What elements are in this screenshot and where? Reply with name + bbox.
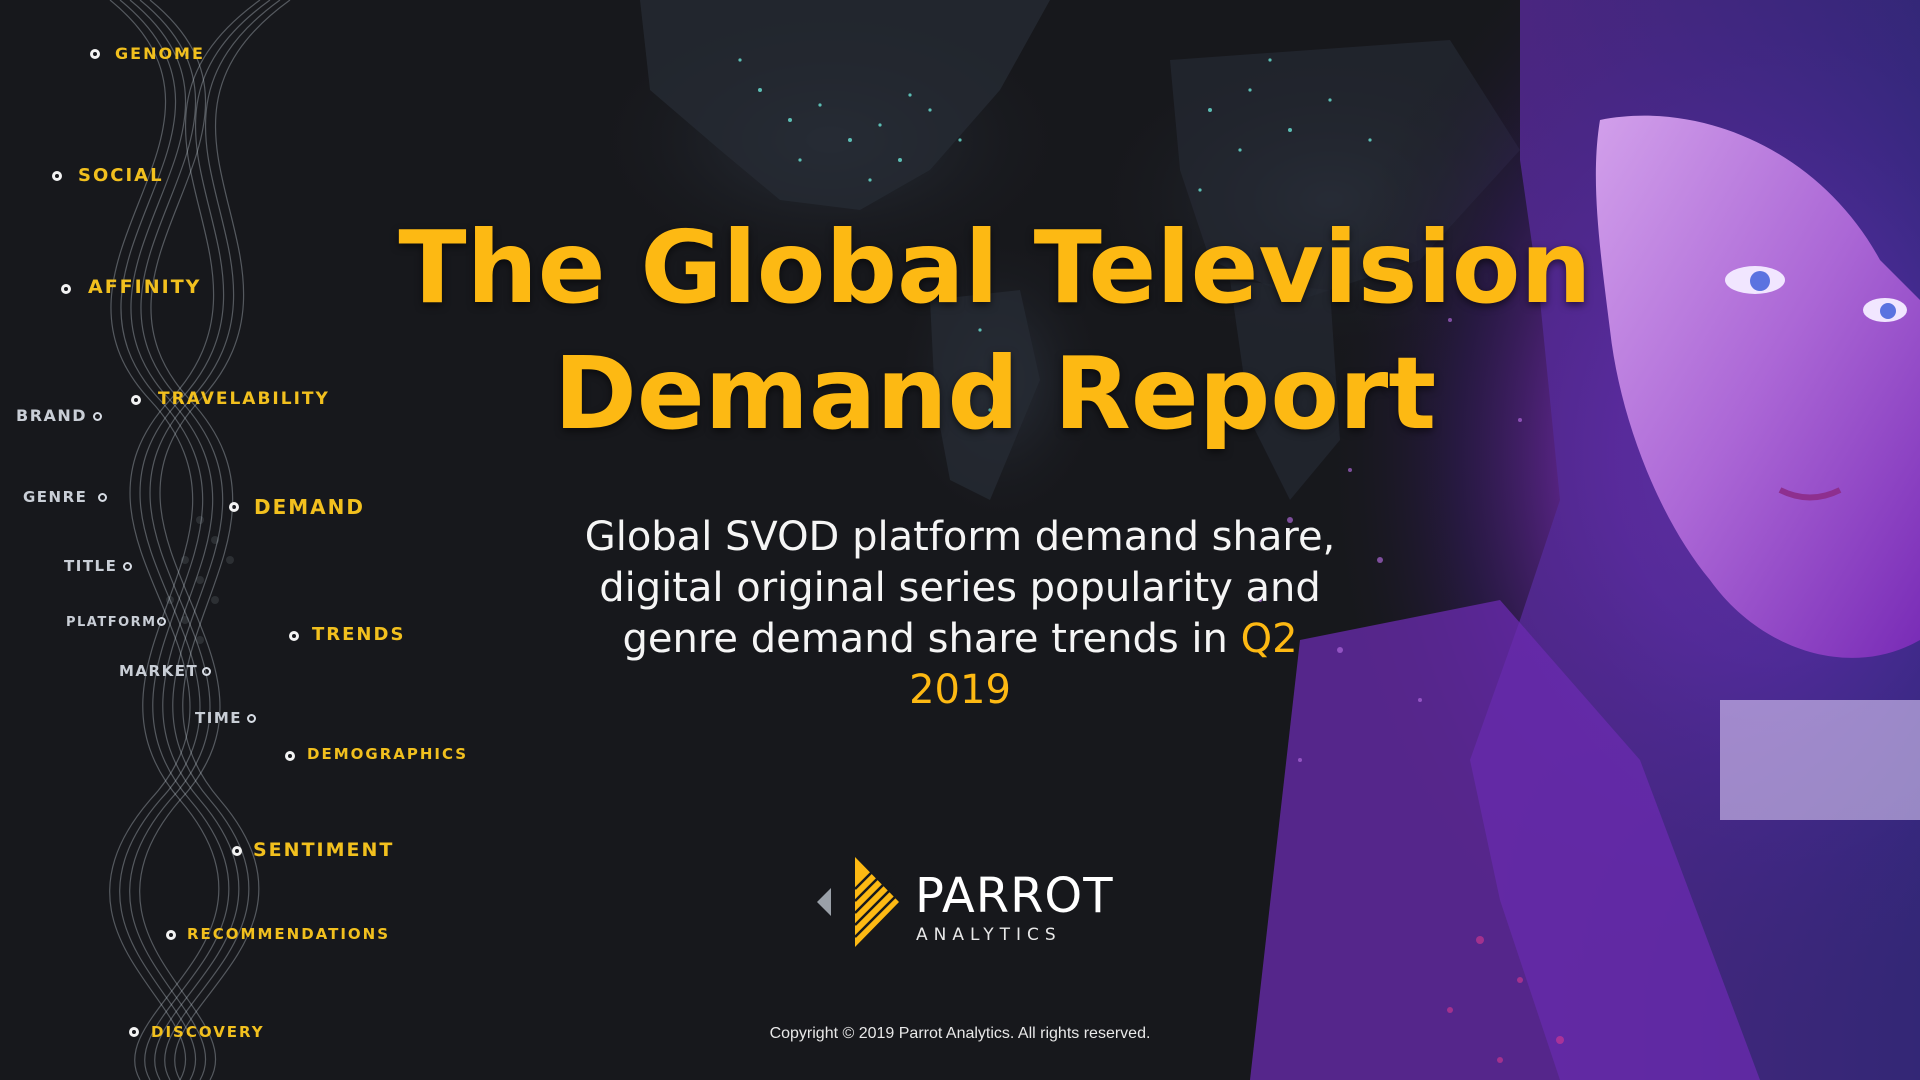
node-label-demand: DEMAND [254, 495, 365, 519]
node-label-title: TITLE [64, 557, 118, 575]
node-label-travelability: TRAVELABILITY [158, 389, 330, 409]
node-label-demographics: DEMOGRAPHICS [307, 745, 469, 763]
helix-graphic [109, 0, 291, 1080]
subtitle-text: Global SVOD platform demand share, digit… [584, 514, 1336, 662]
report-title: The Global Television Demand Report [380, 205, 1610, 457]
node-ring-affinity [61, 284, 71, 294]
node-ring-social [52, 171, 62, 181]
report-title-line1: The Global Television [398, 209, 1592, 326]
node-ring-time [247, 714, 256, 723]
node-ring-brand [93, 412, 102, 421]
report-title-line2: Demand Report [553, 335, 1437, 452]
node-label-genome: GENOME [115, 44, 205, 63]
logo-name: PARROT [915, 868, 1114, 924]
copyright-notice: Copyright © 2019 Parrot Analytics. All r… [769, 1025, 1151, 1042]
node-label-affinity: AFFINITY [88, 276, 202, 298]
node-label-trends: TRENDS [312, 624, 406, 645]
node-ring-discovery [129, 1027, 139, 1037]
node-label-social: SOCIAL [78, 165, 164, 186]
node-ring-demand [229, 502, 239, 512]
node-label-genre: GENRE [23, 488, 88, 506]
node-ring-genome [90, 49, 100, 59]
logo-mark-icon [854, 857, 900, 947]
node-ring-travelability [131, 395, 141, 405]
node-label-platform: PLATFORM [66, 615, 157, 630]
node-ring-title [123, 562, 132, 571]
report-subtitle: Global SVOD platform demand share, digit… [580, 512, 1340, 716]
node-ring-trends [289, 631, 299, 641]
subtitle-quarter-highlight: Q2 2019 [909, 616, 1298, 713]
node-label-time: TIME [195, 709, 242, 727]
node-ring-market [202, 667, 211, 676]
node-label-brand: BRAND [16, 406, 88, 425]
node-label-market: MARKET [119, 662, 199, 680]
node-label-discovery: DISCOVERY [151, 1023, 265, 1041]
node-ring-platform [157, 617, 166, 626]
node-ring-genre [98, 493, 107, 502]
logo-arrow-icon [817, 888, 831, 916]
node-label-recommendations: RECOMMENDATIONS [187, 925, 391, 943]
node-ring-sentiment [232, 846, 242, 856]
parrot-analytics-logo [817, 857, 900, 947]
node-label-sentiment: SENTIMENT [253, 839, 395, 861]
node-ring-demographics [285, 751, 295, 761]
logo-sub: ANALYTICS [916, 925, 1062, 945]
node-ring-recommendations [166, 930, 176, 940]
